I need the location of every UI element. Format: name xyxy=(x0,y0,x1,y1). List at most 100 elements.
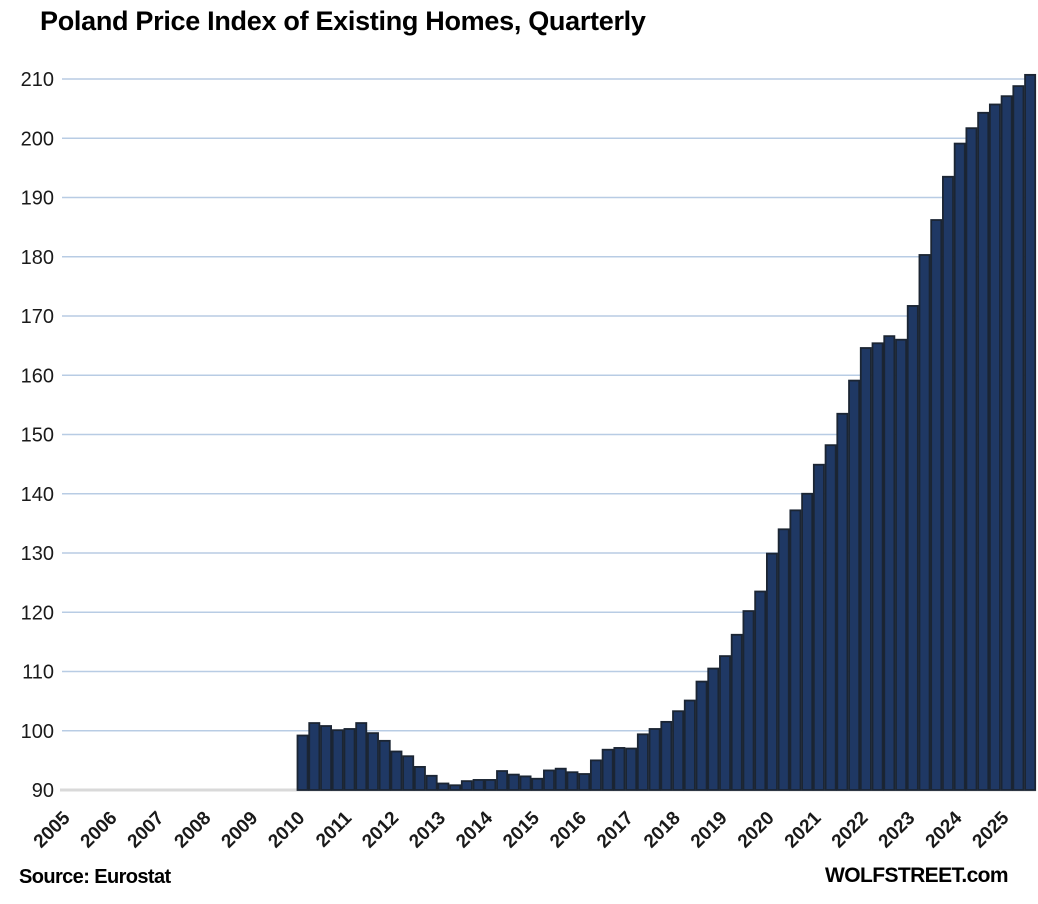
x-axis-year-label: 2014 xyxy=(452,807,497,852)
bar-2025-Q2 xyxy=(1012,85,1025,791)
y-axis-tick-label: 120 xyxy=(21,602,54,624)
bar-2025-Q1 xyxy=(1000,95,1013,791)
x-axis-year-label: 2011 xyxy=(312,807,356,851)
bar-2019-Q3 xyxy=(742,610,755,791)
x-axis-year-label: 2016 xyxy=(546,808,591,853)
bar-2012-Q4 xyxy=(425,774,438,791)
x-axis-year-label: 2007 xyxy=(124,808,169,853)
bar-2014-Q4 xyxy=(519,775,532,791)
bar-2019-Q4 xyxy=(754,590,767,791)
bar-2017-Q1 xyxy=(625,747,638,791)
bar-2011-Q2 xyxy=(355,722,368,791)
bar-2021-Q4 xyxy=(848,379,861,791)
bar-2011-Q3 xyxy=(367,732,379,791)
brand-label: WOLFSTREET.com xyxy=(825,864,1009,887)
bar-2020-Q2 xyxy=(777,528,790,791)
x-axis-year-label: 2023 xyxy=(875,808,920,853)
bar-2017-Q4 xyxy=(660,720,673,791)
bar-2023-Q2 xyxy=(918,254,931,791)
bar-2021-Q3 xyxy=(836,412,849,791)
chart-title: Poland Price Index of Existing Homes, Qu… xyxy=(40,6,646,36)
x-axis-year-label: 2015 xyxy=(499,807,544,852)
x-axis-year-label: 2017 xyxy=(593,808,638,853)
bar-2024-Q4 xyxy=(988,103,1001,791)
bar-2013-Q2 xyxy=(449,784,462,791)
bar-2019-Q1 xyxy=(719,655,731,791)
bar-2023-Q3 xyxy=(930,219,943,791)
bar-2010-Q3 xyxy=(320,725,333,791)
bar-2020-Q3 xyxy=(789,509,802,791)
y-axis-tick-label: 110 xyxy=(22,662,54,684)
bar-2014-Q3 xyxy=(507,773,520,791)
bar-2010-Q1 xyxy=(296,734,309,791)
bar-2020-Q4 xyxy=(801,492,814,791)
y-axis-tick-label: 180 xyxy=(21,247,54,269)
y-axis-tick-label: 140 xyxy=(21,484,54,506)
y-axis-tick-label: 130 xyxy=(21,543,54,565)
bar-2015-Q1 xyxy=(531,777,544,791)
source-label: Source: Eurostat xyxy=(19,866,171,888)
y-axis-tick-label: 200 xyxy=(21,128,54,150)
bar-2022-Q2 xyxy=(871,342,884,791)
bar-2023-Q4 xyxy=(942,175,954,791)
x-axis-year-label: 2022 xyxy=(828,808,873,853)
bar-2017-Q2 xyxy=(636,733,649,791)
bar-2022-Q3 xyxy=(883,335,896,791)
bar-2011-Q4 xyxy=(378,739,391,791)
x-axis-year-label: 2018 xyxy=(640,808,685,853)
x-axis-year-label: 2025 xyxy=(969,807,1014,852)
bar-2016-Q3 xyxy=(601,748,614,791)
bar-2014-Q1 xyxy=(484,779,497,791)
x-axis-year-label: 2021 xyxy=(781,807,826,852)
bar-2012-Q3 xyxy=(413,765,426,791)
bar-2018-Q2 xyxy=(683,699,696,791)
bar-2020-Q1 xyxy=(765,552,778,791)
x-axis-year-label: 2005 xyxy=(30,807,75,852)
x-axis-year-label: 2013 xyxy=(405,808,450,853)
bar-2018-Q4 xyxy=(707,667,720,791)
x-axis-year-label: 2019 xyxy=(687,808,732,853)
y-axis-tick-label: 100 xyxy=(21,721,54,743)
bar-2015-Q4 xyxy=(566,771,579,791)
x-axis-year-label: 2024 xyxy=(922,807,967,852)
bar-2010-Q2 xyxy=(308,722,321,791)
bar-2014-Q2 xyxy=(496,770,509,791)
bar-2010-Q4 xyxy=(331,729,344,791)
bar-2016-Q1 xyxy=(578,773,591,791)
bar-2018-Q1 xyxy=(672,710,685,791)
x-axis-year-label: 2009 xyxy=(218,808,263,853)
bar-2012-Q2 xyxy=(402,755,415,791)
y-axis-tick-label: 150 xyxy=(21,425,54,447)
bar-2023-Q1 xyxy=(906,305,919,791)
x-axis-year-label: 2012 xyxy=(358,808,403,853)
x-axis-year-label: 2010 xyxy=(264,808,309,853)
bar-2011-Q1 xyxy=(343,728,356,791)
bar-2015-Q3 xyxy=(554,767,567,791)
bar-2016-Q4 xyxy=(613,747,626,791)
y-axis-tick-label: 160 xyxy=(21,365,54,387)
x-axis-year-label: 2006 xyxy=(77,808,122,853)
bar-2016-Q2 xyxy=(589,759,602,791)
bar-2024-Q2 xyxy=(965,127,978,791)
bar-2012-Q1 xyxy=(390,750,403,791)
bar-2013-Q1 xyxy=(437,782,450,791)
bar-2024-Q3 xyxy=(977,111,990,791)
y-axis-tick-label: 170 xyxy=(21,306,54,328)
y-axis-tick-label: 190 xyxy=(21,188,54,210)
bar-2013-Q4 xyxy=(472,779,485,791)
x-axis-year-label: 2020 xyxy=(734,808,779,853)
bar-2019-Q2 xyxy=(730,633,743,791)
bar-2021-Q1 xyxy=(812,463,825,791)
bar-2017-Q3 xyxy=(648,728,661,791)
bar-2015-Q2 xyxy=(543,769,555,791)
bar-2025-Q3 xyxy=(1024,73,1037,791)
bar-2022-Q4 xyxy=(895,338,908,791)
x-axis-year-label: 2008 xyxy=(171,808,216,853)
bar-2013-Q3 xyxy=(460,780,473,791)
bar-2024-Q1 xyxy=(953,142,966,791)
y-axis-tick-label: 90 xyxy=(32,780,54,802)
y-axis-tick-label: 210 xyxy=(21,69,54,91)
bar-2022-Q1 xyxy=(859,347,872,791)
